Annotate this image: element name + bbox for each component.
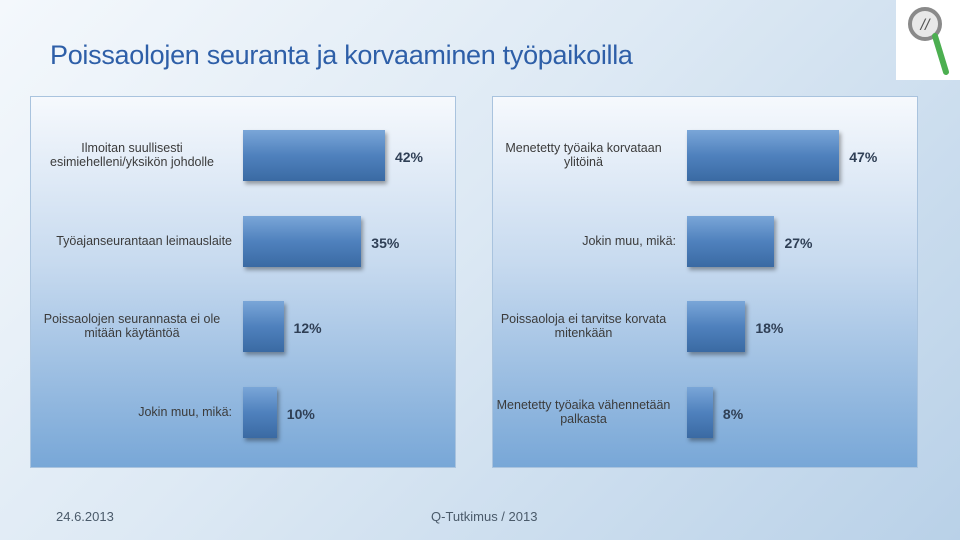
category-label: Poissaoloja ei tarvitse korvata mitenkää… xyxy=(446,312,676,340)
value-label: 47% xyxy=(849,149,878,165)
category-text: Työajanseurantaan leimauslaite xyxy=(56,234,232,248)
value-label: 18% xyxy=(755,320,784,336)
category-text: Jokin muu, mikä: xyxy=(582,234,676,248)
bar xyxy=(687,130,840,181)
category-text: Ilmoitan suullisesti esimiehelleni/yksik… xyxy=(50,141,214,169)
category-label: Poissaolojen seurannasta ei ole mitään k… xyxy=(2,312,232,340)
category-label: Ilmoitan suullisesti esimiehelleni/yksik… xyxy=(2,141,232,169)
bar xyxy=(243,301,284,352)
value-label: 27% xyxy=(784,235,813,251)
bar xyxy=(687,301,746,352)
svg-text://: // xyxy=(920,17,931,34)
category-text: Jokin muu, mikä: xyxy=(138,405,232,419)
bar xyxy=(687,387,713,438)
category-label: Menetetty työaika korvataan ylitöinä xyxy=(446,141,676,169)
category-label: Työajanseurantaan leimauslaite xyxy=(2,227,232,255)
logo: // xyxy=(896,0,960,80)
value-label: 10% xyxy=(286,406,315,422)
category-label: Jokin muu, mikä: xyxy=(2,398,232,426)
category-label: Menetetty työaika vähennetään palkasta xyxy=(446,398,676,426)
category-text: Poissaolojen seurannasta ei ole mitään k… xyxy=(43,312,221,340)
value-label: 12% xyxy=(293,320,322,336)
bar xyxy=(243,216,362,267)
category-text: Poissaoloja ei tarvitse korvata mitenkää… xyxy=(500,312,667,340)
value-label: 8% xyxy=(722,406,744,422)
category-text: Menetetty työaika vähennetään palkasta xyxy=(496,398,671,426)
value-label: 42% xyxy=(394,149,423,165)
slide-title: Poissaolojen seuranta ja korvaaminen työ… xyxy=(50,40,633,70)
bar xyxy=(687,216,775,267)
logo-icon: // xyxy=(908,7,949,75)
footer-source: Q-Tutkimus / 2013 xyxy=(431,509,538,524)
category-label: Jokin muu, mikä: xyxy=(446,227,676,255)
value-label: 35% xyxy=(371,235,400,251)
bar xyxy=(243,130,385,181)
bar xyxy=(243,387,277,438)
category-text: Menetetty työaika korvataan ylitöinä xyxy=(505,141,662,169)
footer-date: 24.6.2013 xyxy=(56,509,114,524)
